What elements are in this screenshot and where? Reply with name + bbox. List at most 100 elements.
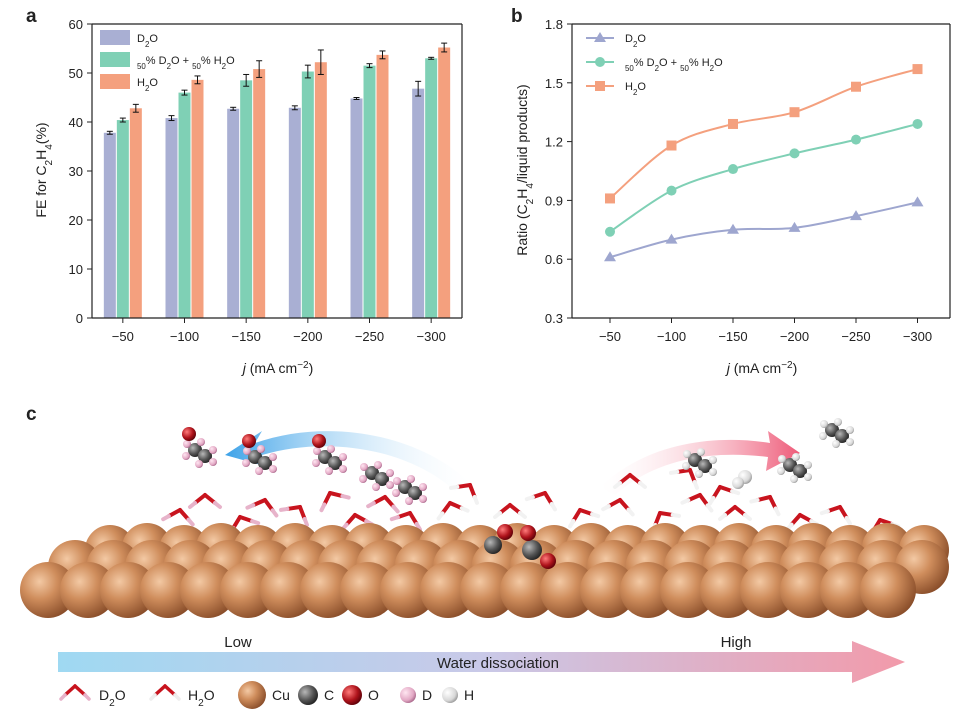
legend-atom-h: [442, 687, 458, 703]
chart-b-point: [789, 107, 800, 118]
legend-label-d2o: D2O: [99, 687, 126, 709]
legend-atom-c: [298, 685, 318, 705]
chart-b-point: [665, 233, 678, 244]
chart-a-legend-swatch: [100, 52, 130, 67]
panel-label-b: b: [511, 6, 523, 27]
chart-a-legend-swatch: [100, 74, 130, 89]
h2o-molecule: [449, 483, 479, 505]
chart-a-bar: [438, 47, 451, 319]
chart-a-legend-label: H2O: [137, 77, 158, 93]
h2o-molecule: [568, 508, 601, 529]
chart-b-point: [851, 81, 861, 92]
chart-b-point: [789, 148, 800, 159]
chart-a-y-tick-label: 40: [69, 115, 83, 130]
panel-label-a: a: [26, 6, 37, 27]
chart-a-legend-swatch: [100, 30, 130, 45]
d2o-molecule: [389, 511, 422, 532]
chart-b-point: [788, 221, 801, 232]
chart-a-bar: [425, 58, 438, 319]
deuterated-product-molecule: [182, 427, 217, 468]
chart-a-x-tick-label: −200: [293, 329, 322, 344]
chart-b-y-tick-label: 0.3: [545, 311, 563, 326]
h2o-molecule: [524, 491, 557, 512]
chart-b-legend-marker: [594, 32, 606, 42]
chart-b-x-tick-label: −100: [657, 329, 686, 344]
chart-b-point: [728, 164, 738, 175]
ethylene-product-molecule: [359, 461, 394, 491]
chart-b-point: [605, 226, 615, 237]
chart-a-legend-label: D2O: [137, 33, 158, 49]
chart-b-point: [666, 140, 677, 151]
chart-a-bar: [103, 132, 116, 318]
d2o-molecule: [366, 495, 400, 514]
chart-b-y-tick-label: 0.9: [545, 193, 563, 208]
chart-a-x-tick-label: −100: [170, 329, 199, 344]
chart-a-bar: [178, 92, 191, 318]
chart-a-x-tick-label: −250: [355, 329, 384, 344]
chart-a-x-tick-label: −150: [232, 329, 261, 344]
chart-a-bar: [129, 108, 142, 318]
d2o-molecule: [279, 505, 309, 527]
chart-b-x-tick-label: −150: [718, 329, 747, 344]
cu-atom: [260, 562, 316, 618]
chart-a-bar: [412, 88, 425, 319]
chart-b-point: [727, 223, 739, 234]
carbon-atom: [522, 540, 542, 560]
chart-b-series-line: [609, 122, 918, 233]
chart-a-bar: [165, 118, 178, 318]
d2o-molecule: [245, 498, 279, 518]
chart-a-x-tick-label: −300: [417, 329, 446, 344]
chart-b-x-tick-label: −200: [780, 329, 809, 344]
h2o-molecule: [669, 468, 699, 490]
chart-a-bar: 0 10 20 30 40 50 60 −50 −100 −150 −200 −250 −300 D2O…: [33, 17, 463, 376]
chart-b-x-tick-label: −50: [599, 329, 621, 344]
legend-label-d: D: [422, 687, 432, 703]
chart-a-y-axis-label: FE for C2H4(%): [33, 122, 55, 217]
chart-a-y-tick-label: 50: [69, 66, 83, 81]
cu-atom: [60, 562, 116, 618]
chart-b-y-tick-label: 1.8: [545, 17, 563, 32]
d2o-legend-icon: [59, 684, 91, 701]
water-dissociation-label: Water dissociation: [437, 655, 559, 672]
cu-atom: [180, 562, 236, 618]
chart-b-x-tick-label: −300: [903, 329, 932, 344]
chart-a-bar: [301, 71, 314, 318]
chart-a-bar: [116, 120, 129, 318]
chart-b-point: [728, 118, 738, 129]
panel-label-c: c: [26, 404, 37, 425]
chart-b-point: [912, 64, 923, 75]
h2o-molecule: [819, 505, 852, 526]
ethylene-product-molecule: [819, 418, 854, 448]
cu-atom: [660, 562, 716, 618]
h2o-molecule: [601, 498, 635, 517]
chart-a-bar: [191, 79, 204, 318]
h2o-molecule: [493, 503, 527, 519]
h2o-molecule: [680, 493, 714, 513]
legend-label-h: H: [464, 687, 474, 703]
chart-a-bar: [288, 107, 301, 318]
cu-atom: [140, 562, 196, 618]
chart-a-legend: D2O 50% D2O + 50% H2O H2O: [100, 30, 235, 93]
chart-b-x-tick-label: −250: [841, 329, 870, 344]
legend-label-o: O: [368, 687, 379, 703]
h2o-molecule: [436, 501, 470, 521]
hydrogen-atom: [732, 477, 744, 489]
chart-a-bar: [227, 108, 240, 319]
chart-b-y-tick-label: 1.5: [545, 76, 563, 91]
cu-atom: [780, 562, 836, 618]
h2o-legend-icon: [149, 684, 181, 701]
cu-atom: [500, 562, 556, 618]
chart-a-bar: [376, 54, 389, 319]
chart-a-bar: [240, 80, 253, 318]
chart-a-y-tick-label: 60: [69, 17, 83, 32]
ethylene-product-molecule: [777, 453, 812, 483]
chart-b-line: 0.3 0.6 0.9 1.2 1.5 1.8 −50 −100 −150 −200 −250 −30…: [514, 17, 951, 376]
chart-b-legend: D2O 50% D2O + 50% H2O H2O: [586, 32, 723, 97]
chart-b-series-line: [609, 68, 918, 200]
cu-atom: [340, 562, 396, 618]
cu-atom: [380, 562, 436, 618]
chart-b-point: [605, 193, 615, 204]
cu-atom: [740, 562, 796, 618]
chart-b-legend-marker: [595, 81, 605, 91]
chart-b-legend-label: D2O: [625, 33, 646, 49]
